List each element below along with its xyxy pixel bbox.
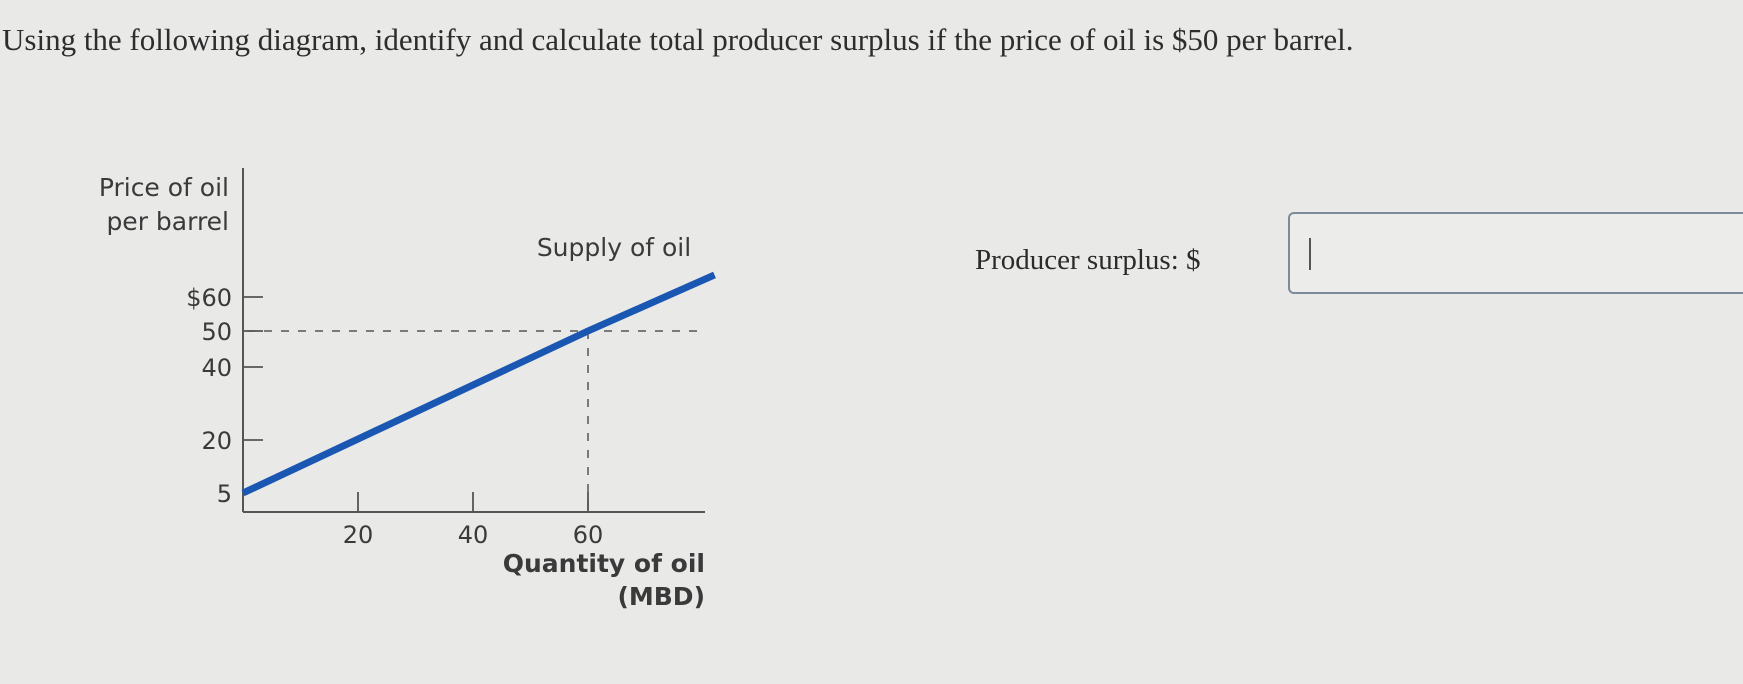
producer-surplus-input[interactable] (1304, 228, 1728, 280)
y-tick-label: $60 (186, 284, 232, 312)
x-axis-title: Quantity of oil (MBD) (503, 549, 705, 611)
tick-layer: $60 50 40 20 5 20 40 60 (186, 284, 603, 549)
y-tick-label: 20 (201, 427, 232, 455)
y-axis-title-line: Price of oil (99, 173, 229, 202)
y-tick-label: 50 (201, 318, 232, 346)
text-cursor (1309, 238, 1311, 270)
x-tick-label: 20 (343, 521, 374, 549)
question-text: Using the following diagram, identify an… (2, 22, 1354, 57)
y-tick-label: 5 (217, 480, 232, 508)
y-axis-title: Price of oil per barrel (99, 173, 229, 236)
producer-surplus-label: Producer surplus: $ (975, 244, 1201, 276)
supply-chart: Price of oil per barrel Supply of oil $60… (99, 168, 716, 611)
supply-curve-label: Supply of oil (537, 233, 691, 262)
producer-surplus-input-box[interactable] (1288, 212, 1743, 294)
y-axis-title-line: per barrel (106, 207, 229, 236)
x-axis-title-line: Quantity of oil (503, 549, 705, 578)
x-tick-label: 40 (458, 521, 489, 549)
x-tick-label: 60 (573, 521, 604, 549)
x-axis-title-unit: (MBD) (617, 582, 705, 611)
reference-lines (247, 330, 699, 510)
series-layer: Supply of oil (241, 233, 716, 497)
y-tick-label: 40 (201, 354, 232, 382)
chart-axes (242, 168, 705, 513)
supply-curve-line (241, 271, 716, 497)
